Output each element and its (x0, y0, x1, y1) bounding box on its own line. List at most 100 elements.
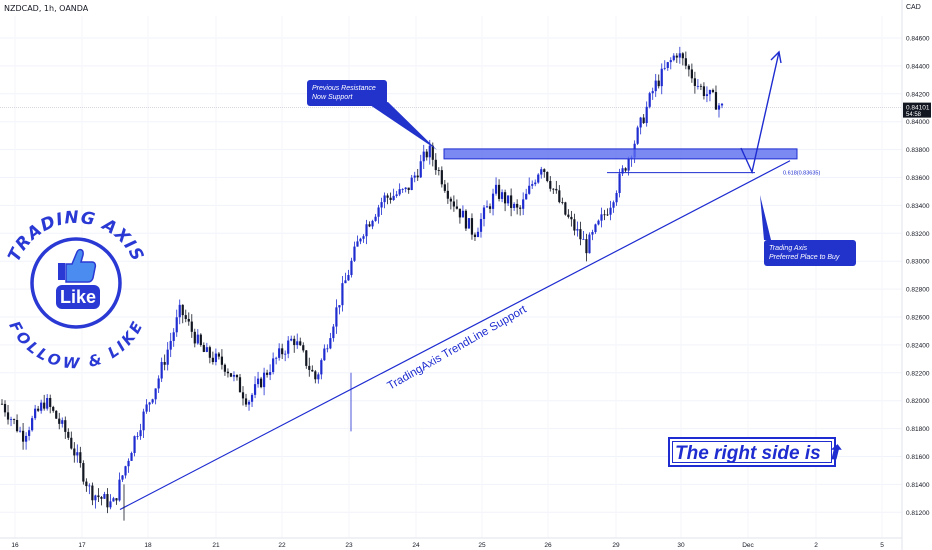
candle-bear (226, 371, 230, 374)
candle-bear (49, 397, 52, 407)
candle-bull (332, 326, 335, 339)
time-tick-label: 25 (478, 542, 486, 549)
candle-bear (693, 78, 696, 86)
candle-bull (154, 388, 157, 400)
candle-bear (199, 334, 202, 346)
candle-bear (684, 58, 687, 66)
time-axis[interactable]: 16 17 18 21 22 23 24 25 26 29 30 Dec 2 5 (0, 537, 902, 549)
candle-bear (64, 420, 67, 432)
price-tick-label: 0.84200 (906, 91, 930, 98)
candle-bull (136, 436, 139, 437)
candle-bear (229, 373, 233, 377)
candle-bear (558, 190, 561, 203)
candle-bear (302, 345, 305, 351)
candle-bull (500, 192, 504, 199)
time-tick-label: 24 (412, 542, 420, 549)
candle-bear (211, 357, 214, 363)
candle-bull (326, 348, 329, 350)
candle-bear (208, 347, 211, 358)
candle-bull (371, 220, 374, 227)
candle-bull (160, 362, 163, 379)
candle-bull (494, 184, 498, 194)
candle-bull (609, 207, 612, 215)
candle-bull (178, 304, 181, 318)
candle-bear (687, 65, 690, 70)
callout-resistance-box (307, 80, 387, 106)
price-tick-label: 0.83400 (906, 203, 930, 210)
candle-bear (546, 171, 549, 181)
candle-bear (238, 377, 242, 393)
projection-arrow (740, 51, 780, 175)
right-side-note-text: The right side is ⬆ (675, 443, 842, 464)
price-tick-label: 0.83600 (906, 175, 930, 182)
time-tick-label: Dec (742, 542, 754, 549)
candle-bull (256, 378, 260, 385)
candle-bear (386, 195, 389, 198)
candle-bear (470, 218, 474, 235)
candle-bull (112, 498, 115, 502)
trendline-support (119, 160, 791, 511)
price-tick-label: 0.83000 (906, 259, 930, 266)
candle-bull (262, 372, 266, 388)
candle-bear (202, 345, 205, 352)
candles (0, 46, 724, 521)
candle-bull (537, 174, 540, 183)
time-tick-label: 21 (212, 542, 220, 549)
candle-bear (510, 195, 513, 208)
countdown-timer: 54:58 (906, 112, 922, 118)
candle-bear (217, 353, 221, 357)
candle-bear (431, 145, 434, 160)
candle-bear (82, 463, 85, 482)
candle-bull (534, 182, 537, 185)
candle-bull (540, 169, 543, 175)
price-tick-label: 0.81800 (906, 426, 930, 433)
price-tick-label: 0.82600 (906, 315, 930, 322)
candle-bull (151, 399, 154, 403)
candle-bull (600, 214, 603, 221)
candle-bear (549, 180, 552, 189)
candle-bear (311, 369, 314, 372)
candle-bull (377, 207, 380, 217)
candle-bull (46, 397, 49, 409)
candle-bull (404, 187, 407, 190)
candle-bear (603, 214, 606, 216)
price-axis[interactable]: 0.84600 0.84400 0.84200 0.84000 0.83800 0.836… (901, 0, 931, 550)
candle-bear (100, 497, 103, 499)
time-tick-label: 29 (612, 542, 620, 549)
candle-bull (76, 452, 79, 456)
candle-bull (513, 203, 516, 208)
candle-bear (516, 203, 519, 208)
time-tick-label: 23 (345, 542, 353, 549)
candle-bull (401, 189, 404, 190)
symbol-title[interactable]: NZDCAD, 1h, OANDA (4, 4, 89, 13)
candle-bull (341, 283, 344, 306)
candle-bear (434, 159, 437, 171)
candle-bear (437, 170, 440, 171)
candle-bear (55, 410, 58, 419)
candle-bull (362, 236, 365, 239)
candle-bull (356, 241, 359, 247)
candle-bull (374, 216, 377, 221)
candle-bull (594, 224, 597, 233)
candle-bull (618, 173, 621, 193)
candle-bear (3, 403, 7, 413)
candle-bear (561, 202, 564, 203)
last-price-value: 0.84101 (906, 105, 930, 112)
candle-bear (259, 378, 263, 388)
price-tick-label: 0.84400 (906, 63, 930, 70)
candle-bull (205, 347, 208, 352)
candle-bull (9, 419, 13, 420)
time-tick-label: 5 (880, 542, 884, 549)
candle-bull (350, 260, 353, 276)
candle-bull (94, 495, 97, 501)
candle-bull (118, 479, 121, 501)
candle-bear (58, 418, 61, 424)
callout-resistance-pointer (370, 102, 437, 150)
candle-bear (473, 234, 477, 237)
price-tick-label: 0.83800 (906, 147, 930, 154)
candle-bear (452, 201, 455, 207)
candle-bull (290, 338, 293, 341)
candle-bull (296, 341, 299, 346)
price-tick-label: 0.84600 (906, 36, 930, 43)
